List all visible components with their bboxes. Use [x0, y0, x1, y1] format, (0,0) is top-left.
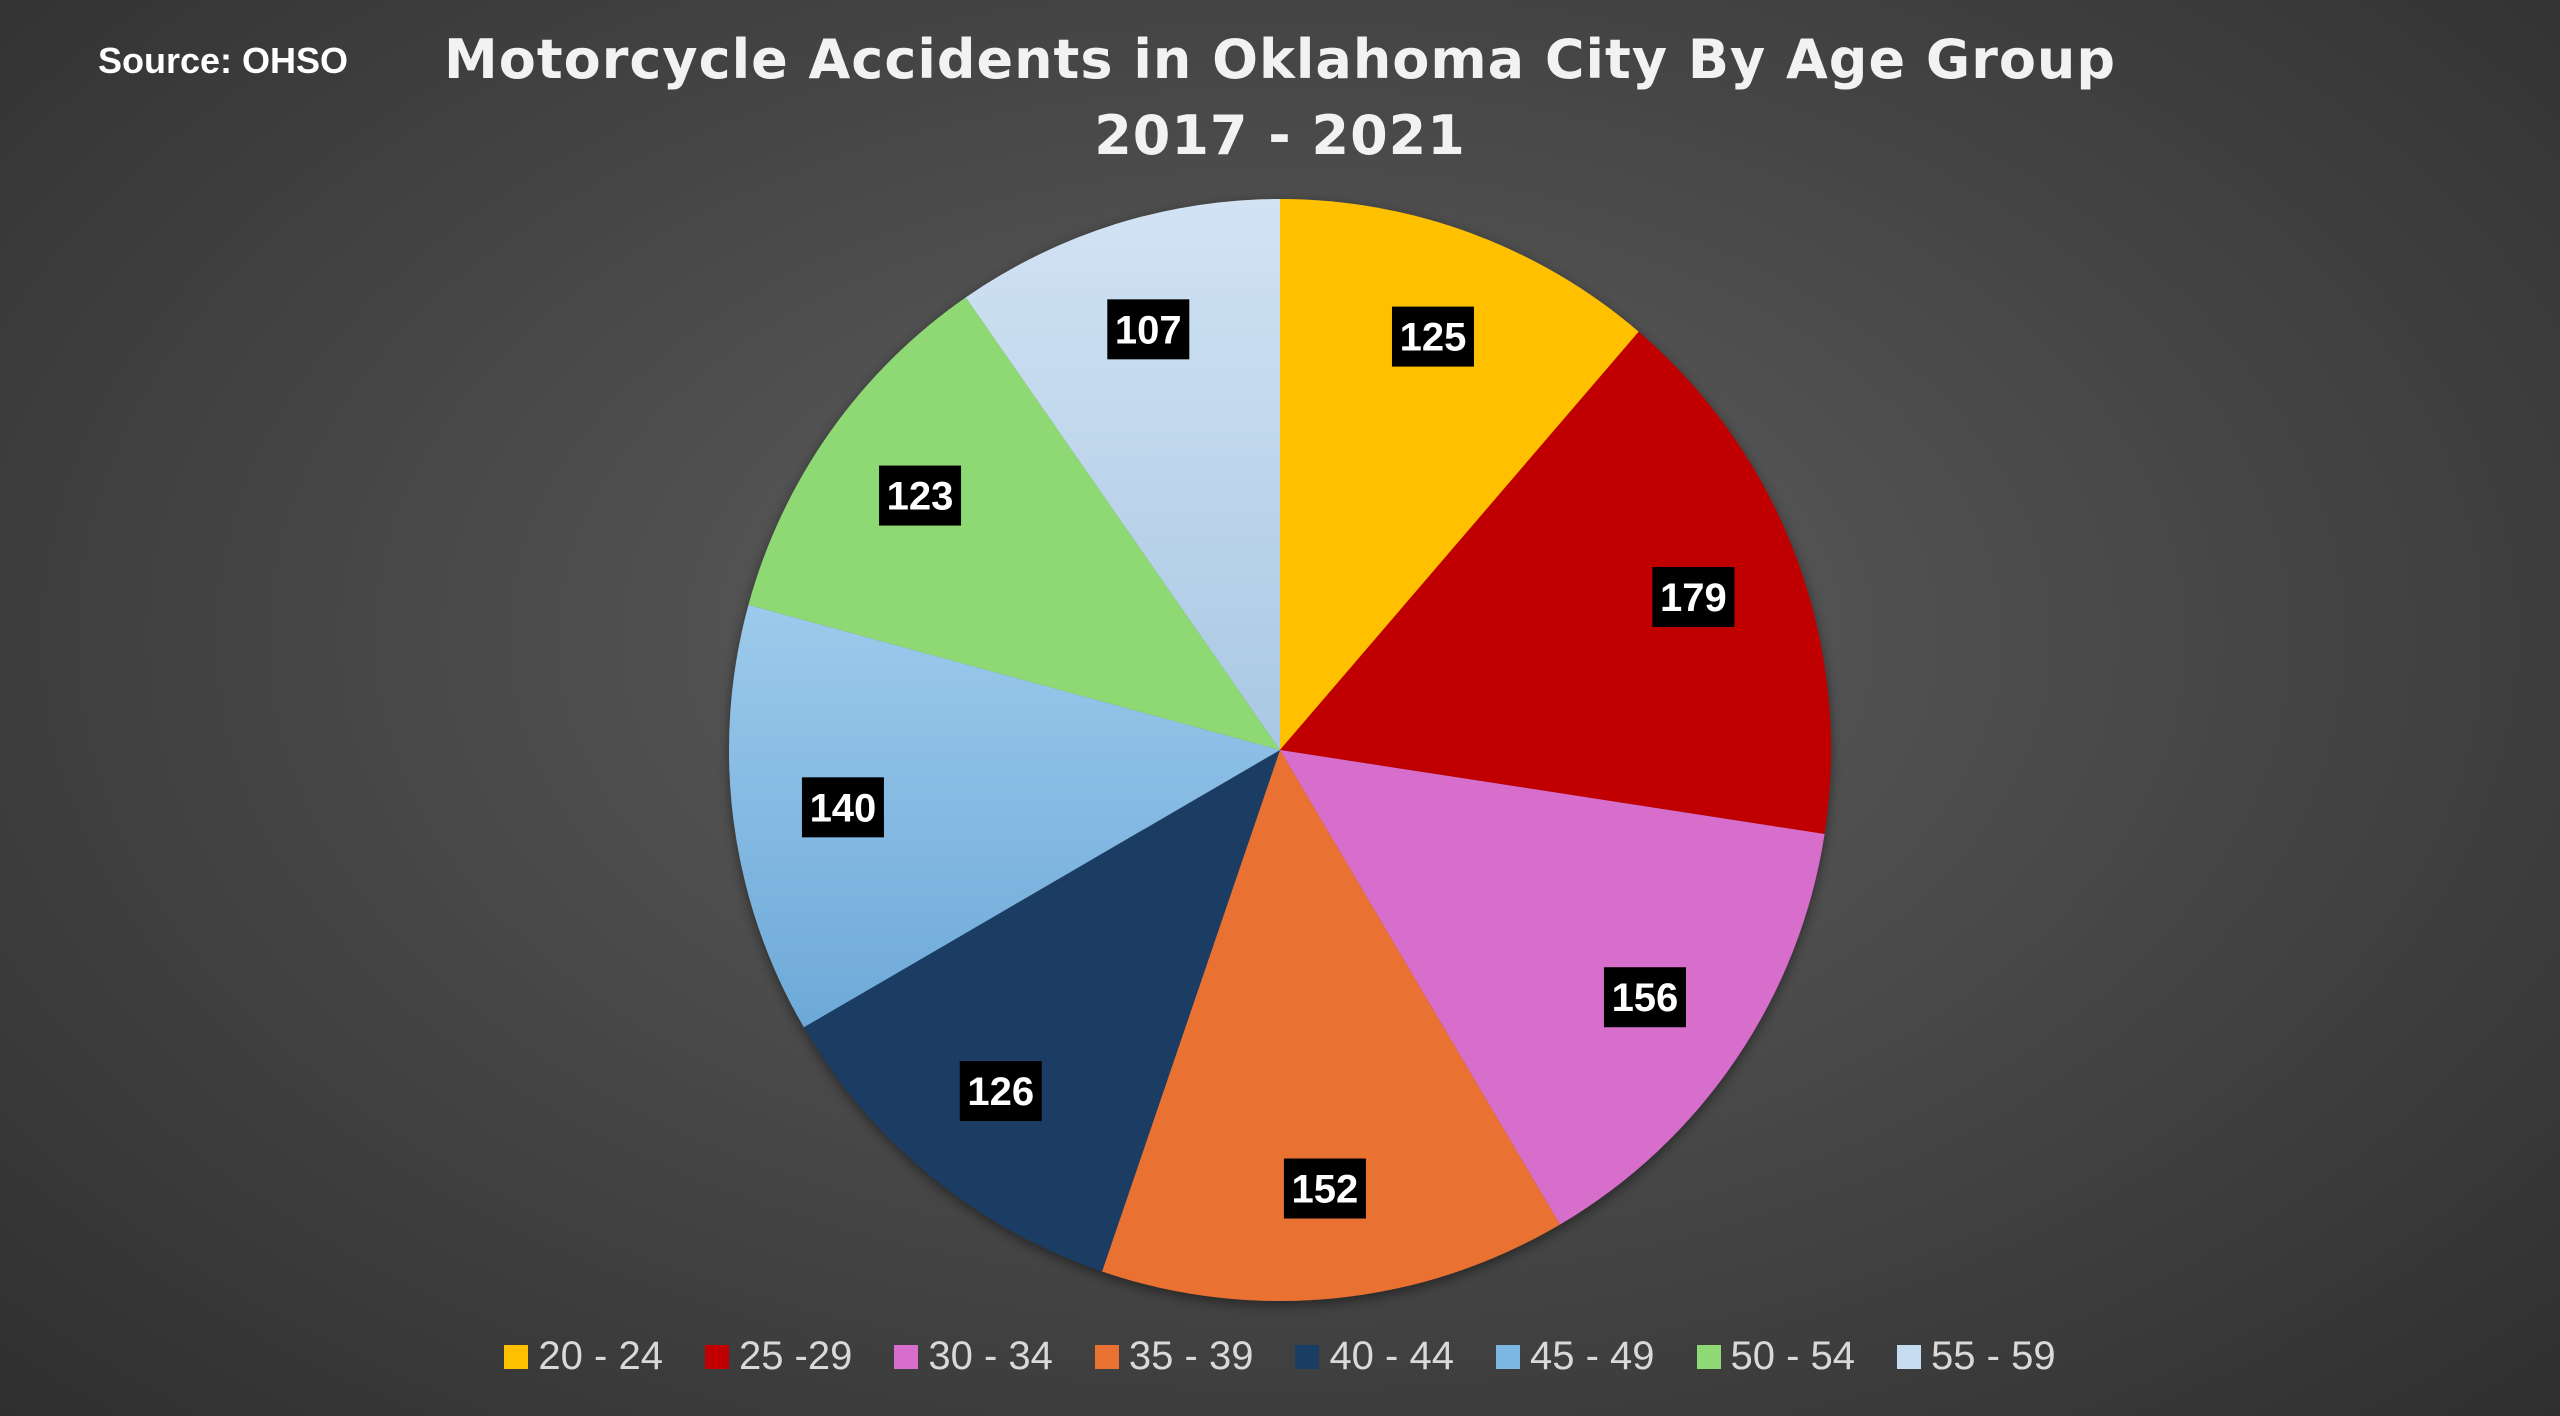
data-label: 107 — [1107, 299, 1190, 360]
legend-item: 55 - 59 — [1897, 1334, 2056, 1379]
data-label-text: 140 — [810, 786, 877, 830]
data-label: 152 — [1283, 1158, 1366, 1219]
data-label: 140 — [801, 777, 884, 838]
legend-swatch — [1295, 1344, 1320, 1369]
data-label-text: 123 — [887, 475, 954, 519]
legend-swatch — [1094, 1344, 1119, 1369]
data-label: 156 — [1603, 967, 1686, 1028]
legend-item: 25 -29 — [704, 1334, 853, 1379]
legend-swatch — [704, 1344, 729, 1369]
legend-item: 50 - 54 — [1696, 1334, 1856, 1379]
data-label-text: 179 — [1660, 576, 1727, 620]
legend-item: 40 - 44 — [1295, 1334, 1454, 1379]
legend-label: 20 - 24 — [538, 1334, 663, 1378]
legend-item: 20 - 24 — [504, 1334, 663, 1379]
legend-swatch — [504, 1344, 529, 1369]
chart-legend: 20 - 24 25 -29 30 - 34 35 - 39 40 - 44 45 - 4… — [0, 1334, 2560, 1379]
pie-slice-25-29 — [1280, 331, 1832, 835]
legend-item: 35 - 39 — [1094, 1334, 1254, 1379]
data-label: 126 — [959, 1061, 1042, 1122]
pie-slice-20-24 — [1280, 199, 1639, 750]
legend-label: 40 - 44 — [1329, 1334, 1454, 1378]
legend-item: 45 - 49 — [1495, 1334, 1655, 1379]
chart-subtitle: 2017 - 2021 — [1094, 104, 1466, 167]
data-label: 125 — [1391, 306, 1474, 367]
pie-slice-45-49 — [728, 604, 1280, 1028]
pie-slice-35-39 — [1102, 750, 1560, 1302]
data-label-text: 126 — [967, 1070, 1034, 1114]
chart-title-block: Motorcycle Accidents in Oklahoma City By… — [0, 22, 2560, 174]
data-label-text: 125 — [1400, 316, 1467, 360]
data-label-text: 152 — [1292, 1168, 1359, 1212]
pie-slice-55-59 — [965, 199, 1280, 750]
legend-label: 35 - 39 — [1128, 1334, 1254, 1378]
pie-slice-40-44 — [803, 750, 1280, 1272]
legend-swatch — [1495, 1344, 1520, 1369]
pie-slice-50-54 — [748, 297, 1280, 750]
legend-label: 30 - 34 — [928, 1334, 1053, 1378]
legend-swatch — [1897, 1344, 1922, 1369]
legend-item: 30 - 34 — [894, 1334, 1053, 1379]
legend-swatch — [894, 1344, 919, 1369]
data-label: 179 — [1652, 567, 1735, 628]
legend-swatch — [1696, 1344, 1721, 1369]
legend-label: 50 - 54 — [1730, 1334, 1856, 1378]
data-label: 123 — [879, 465, 962, 526]
legend-label: 45 - 49 — [1529, 1334, 1655, 1378]
pie-slice-30-34 — [1280, 750, 1825, 1225]
legend-label: 25 -29 — [738, 1334, 853, 1378]
data-label-text: 156 — [1612, 976, 1679, 1020]
source-note: Source: OHSO — [98, 40, 349, 81]
legend-label: 55 - 59 — [1931, 1334, 2056, 1378]
data-label-text: 107 — [1115, 308, 1182, 352]
chart-title: Motorcycle Accidents in Oklahoma City By… — [443, 28, 2117, 91]
